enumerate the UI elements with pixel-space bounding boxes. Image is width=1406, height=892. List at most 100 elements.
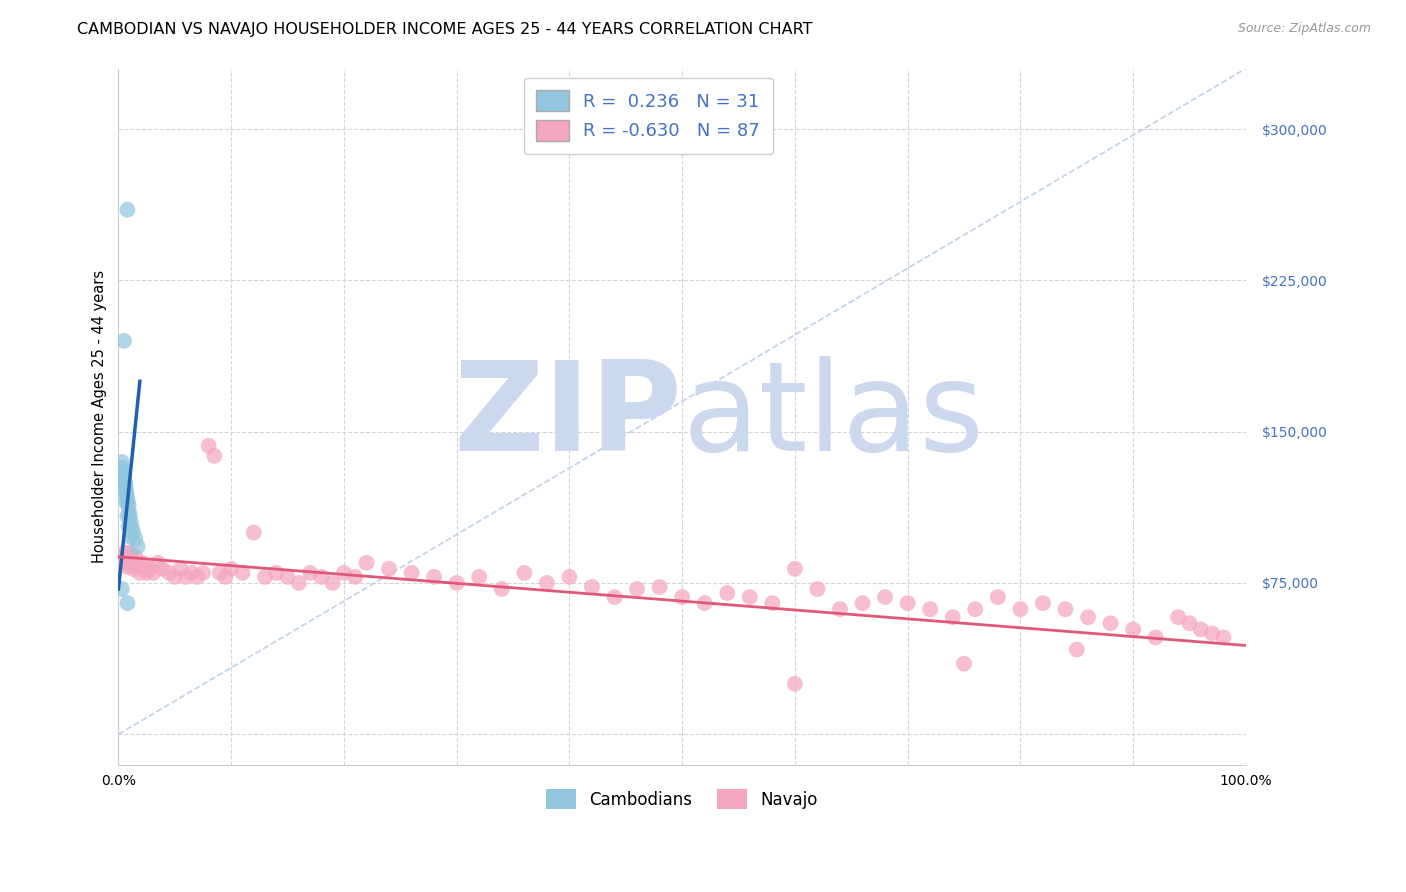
- Point: [1167, 610, 1189, 624]
- Point: [378, 562, 401, 576]
- Point: [124, 549, 146, 564]
- Point: [356, 556, 378, 570]
- Point: [1054, 602, 1077, 616]
- Point: [157, 566, 180, 580]
- Point: [111, 455, 134, 469]
- Point: [111, 465, 134, 479]
- Point: [897, 596, 920, 610]
- Point: [648, 580, 671, 594]
- Text: atlas: atlas: [682, 356, 984, 477]
- Point: [333, 566, 356, 580]
- Point: [277, 570, 299, 584]
- Point: [242, 525, 264, 540]
- Point: [311, 570, 333, 584]
- Point: [1010, 602, 1032, 616]
- Point: [1077, 610, 1099, 624]
- Point: [191, 566, 214, 580]
- Point: [121, 556, 143, 570]
- Point: [115, 551, 138, 566]
- Point: [231, 566, 253, 580]
- Point: [828, 602, 851, 616]
- Point: [112, 471, 135, 485]
- Point: [180, 566, 202, 580]
- Point: [288, 576, 311, 591]
- Point: [581, 580, 603, 594]
- Point: [219, 562, 242, 576]
- Point: [163, 570, 186, 584]
- Text: Source: ZipAtlas.com: Source: ZipAtlas.com: [1237, 22, 1371, 36]
- Point: [174, 570, 197, 584]
- Point: [169, 562, 191, 576]
- Point: [401, 566, 423, 580]
- Point: [134, 562, 156, 576]
- Point: [117, 596, 139, 610]
- Point: [344, 570, 367, 584]
- Point: [322, 576, 344, 591]
- Point: [558, 570, 581, 584]
- Point: [117, 519, 139, 533]
- Point: [468, 570, 491, 584]
- Point: [1122, 623, 1144, 637]
- Point: [851, 596, 873, 610]
- Point: [114, 475, 136, 489]
- Point: [920, 602, 942, 616]
- Point: [1032, 596, 1054, 610]
- Point: [121, 521, 143, 535]
- Point: [135, 566, 157, 580]
- Point: [117, 495, 139, 509]
- Point: [127, 559, 149, 574]
- Point: [115, 489, 138, 503]
- Point: [117, 500, 139, 514]
- Point: [953, 657, 976, 671]
- Point: [114, 485, 136, 500]
- Point: [783, 677, 806, 691]
- Point: [114, 546, 136, 560]
- Point: [626, 582, 648, 596]
- Point: [253, 570, 276, 584]
- Point: [117, 509, 139, 524]
- Point: [214, 570, 236, 584]
- Point: [536, 576, 558, 591]
- Point: [127, 540, 149, 554]
- Point: [152, 562, 174, 576]
- Point: [108, 469, 131, 483]
- Point: [783, 562, 806, 576]
- Y-axis label: Householder Income Ages 25 - 44 years: Householder Income Ages 25 - 44 years: [93, 270, 107, 563]
- Point: [965, 602, 987, 616]
- Point: [299, 566, 322, 580]
- Point: [118, 546, 141, 560]
- Point: [110, 475, 132, 489]
- Point: [693, 596, 716, 610]
- Point: [491, 582, 513, 596]
- Point: [266, 566, 288, 580]
- Point: [114, 481, 136, 495]
- Point: [202, 449, 225, 463]
- Point: [111, 582, 134, 596]
- Point: [761, 596, 783, 610]
- Point: [118, 509, 141, 524]
- Point: [423, 570, 446, 584]
- Point: [671, 590, 693, 604]
- Point: [131, 556, 153, 570]
- Point: [1178, 616, 1201, 631]
- Point: [128, 566, 150, 580]
- Point: [118, 505, 141, 519]
- Point: [1066, 642, 1088, 657]
- Point: [1189, 623, 1212, 637]
- Point: [186, 570, 208, 584]
- Point: [112, 334, 135, 348]
- Point: [115, 485, 138, 500]
- Point: [1212, 631, 1234, 645]
- Point: [142, 566, 165, 580]
- Point: [1099, 616, 1122, 631]
- Point: [112, 469, 135, 483]
- Text: ZIP: ZIP: [453, 356, 682, 477]
- Point: [146, 556, 169, 570]
- Point: [110, 465, 132, 479]
- Point: [1144, 631, 1167, 645]
- Point: [111, 461, 134, 475]
- Point: [120, 516, 142, 530]
- Point: [197, 439, 219, 453]
- Point: [139, 562, 162, 576]
- Point: [208, 566, 231, 580]
